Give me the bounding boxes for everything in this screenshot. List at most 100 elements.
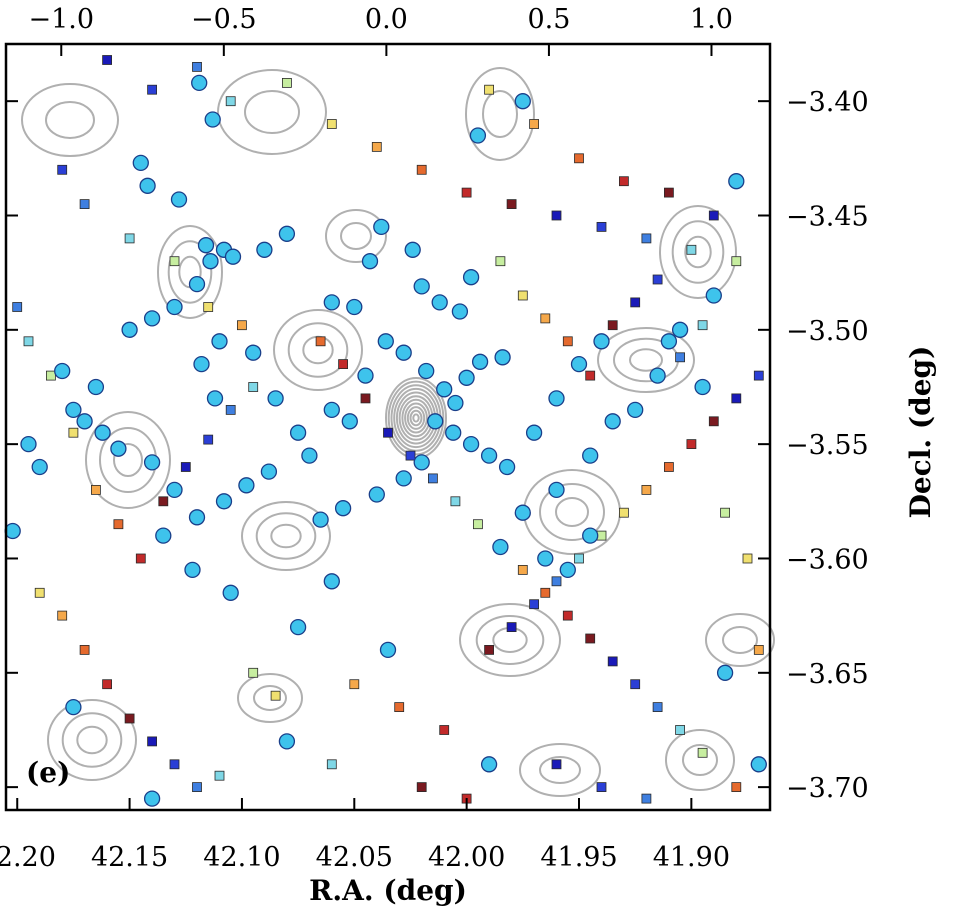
- square-marker: [79, 645, 90, 655]
- square-marker: [248, 382, 259, 392]
- contour-line: [47, 699, 137, 781]
- circle-marker: [627, 401, 644, 419]
- square-marker: [135, 553, 146, 564]
- square-marker: [225, 404, 236, 415]
- x-tick-label: 42.15: [91, 842, 168, 873]
- square-marker: [551, 759, 562, 770]
- square-marker: [708, 210, 719, 221]
- contour-line: [555, 497, 589, 527]
- circle-marker: [514, 504, 531, 521]
- contour-line: [237, 673, 303, 723]
- contour-line: [629, 348, 663, 372]
- circle-marker: [379, 641, 397, 659]
- square-marker: [57, 164, 68, 175]
- circle-marker: [671, 321, 689, 338]
- square-marker: [619, 176, 629, 187]
- contour-line: [157, 225, 223, 319]
- square-marker: [574, 153, 584, 164]
- circle-marker: [278, 225, 296, 242]
- contour-line: [705, 613, 775, 667]
- contour-line: [270, 523, 302, 549]
- circle-marker: [728, 173, 745, 190]
- x-tick-label: 41.95: [540, 842, 617, 873]
- contour-line: [539, 483, 605, 541]
- square-marker: [102, 55, 112, 65]
- square-marker: [652, 274, 663, 285]
- square-marker: [708, 416, 719, 427]
- square-marker: [484, 645, 495, 655]
- circle-marker: [224, 248, 242, 265]
- square-marker: [517, 565, 528, 575]
- square-marker: [147, 84, 158, 95]
- square-marker: [326, 119, 337, 129]
- circle-marker: [155, 527, 172, 544]
- x-tick-label: 41.90: [653, 842, 730, 873]
- circle-marker: [143, 310, 161, 327]
- square-marker: [383, 427, 393, 438]
- top-tick-label: 0.5: [527, 4, 570, 35]
- square-marker: [607, 656, 618, 667]
- circle-marker: [143, 454, 161, 471]
- circle-marker: [267, 390, 284, 407]
- square-marker: [427, 473, 438, 484]
- square-marker: [731, 393, 742, 404]
- square-marker: [91, 484, 101, 495]
- square-marker: [641, 233, 652, 244]
- circle-marker: [204, 111, 221, 128]
- circle-marker: [191, 74, 208, 92]
- square-marker: [517, 290, 528, 301]
- x-tick-label: 42.05: [316, 842, 393, 873]
- circle-marker: [139, 177, 156, 194]
- square-marker: [461, 187, 472, 198]
- contour-line: [406, 406, 426, 430]
- circle-marker: [537, 550, 554, 567]
- circle-marker: [462, 269, 480, 286]
- contour-line: [325, 209, 387, 263]
- square-marker: [270, 690, 281, 701]
- circle-marker: [480, 756, 498, 773]
- circle-marker: [480, 447, 498, 464]
- circle-marker: [458, 369, 475, 386]
- circle-marker: [170, 191, 188, 208]
- square-marker: [360, 393, 371, 404]
- circle-marker: [750, 756, 767, 773]
- circle-marker: [323, 294, 340, 311]
- circle-marker: [188, 509, 206, 526]
- circle-marker: [166, 298, 183, 316]
- square-marker: [225, 96, 236, 107]
- circle-marker: [341, 413, 358, 430]
- circle-marker: [427, 413, 444, 430]
- circle-marker: [373, 218, 390, 236]
- square-marker: [214, 770, 225, 781]
- square-marker: [439, 725, 450, 735]
- circle-marker: [694, 378, 711, 396]
- square-marker: [753, 645, 764, 655]
- contour-line: [475, 615, 545, 665]
- contour-line: [465, 67, 535, 161]
- square-marker: [540, 313, 551, 324]
- circle-marker: [184, 561, 201, 579]
- panel-label: (e): [26, 756, 70, 789]
- circle-marker: [54, 362, 71, 380]
- contour-line: [287, 322, 349, 378]
- square-marker: [506, 199, 517, 210]
- circle-marker: [548, 481, 565, 499]
- circle-marker: [492, 538, 509, 556]
- square-marker: [731, 782, 742, 792]
- square-marker: [742, 553, 753, 564]
- circle-marker: [143, 790, 161, 807]
- square-marker: [664, 462, 674, 472]
- square-marker: [697, 747, 708, 758]
- circle-marker: [413, 278, 430, 295]
- circle-marker: [498, 458, 516, 476]
- contour-line: [253, 685, 287, 711]
- square-marker: [192, 782, 202, 792]
- square-marker: [574, 553, 584, 564]
- contour-line: [255, 512, 317, 560]
- circle-marker: [323, 573, 340, 590]
- square-marker: [731, 256, 742, 267]
- plot-frame: [4, 42, 772, 812]
- circle-marker: [582, 447, 599, 464]
